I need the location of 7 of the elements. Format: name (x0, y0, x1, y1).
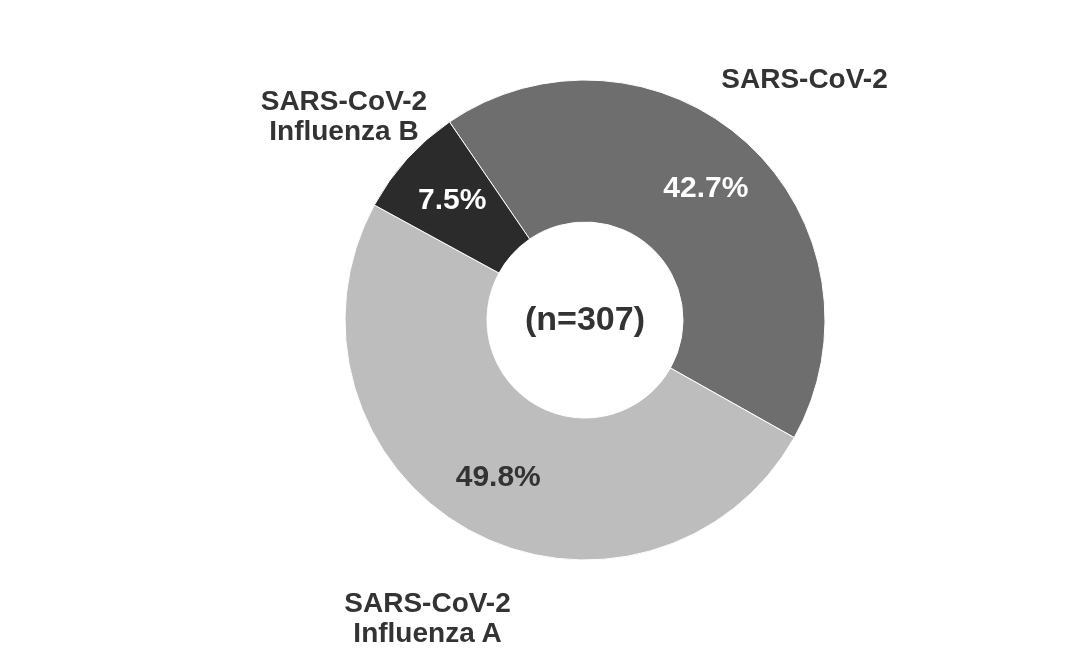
data-label: 42.7% (663, 169, 749, 203)
slice-label: SARS-CoV-2 Influenza B (260, 85, 428, 147)
data-label: 7.5% (418, 181, 487, 215)
data-label: 49.8% (455, 458, 541, 492)
slice-label: SARS-CoV-2 Influenza A (344, 587, 511, 649)
slice-label: SARS-CoV-2 (721, 63, 888, 95)
text: (n=307) (525, 299, 645, 337)
